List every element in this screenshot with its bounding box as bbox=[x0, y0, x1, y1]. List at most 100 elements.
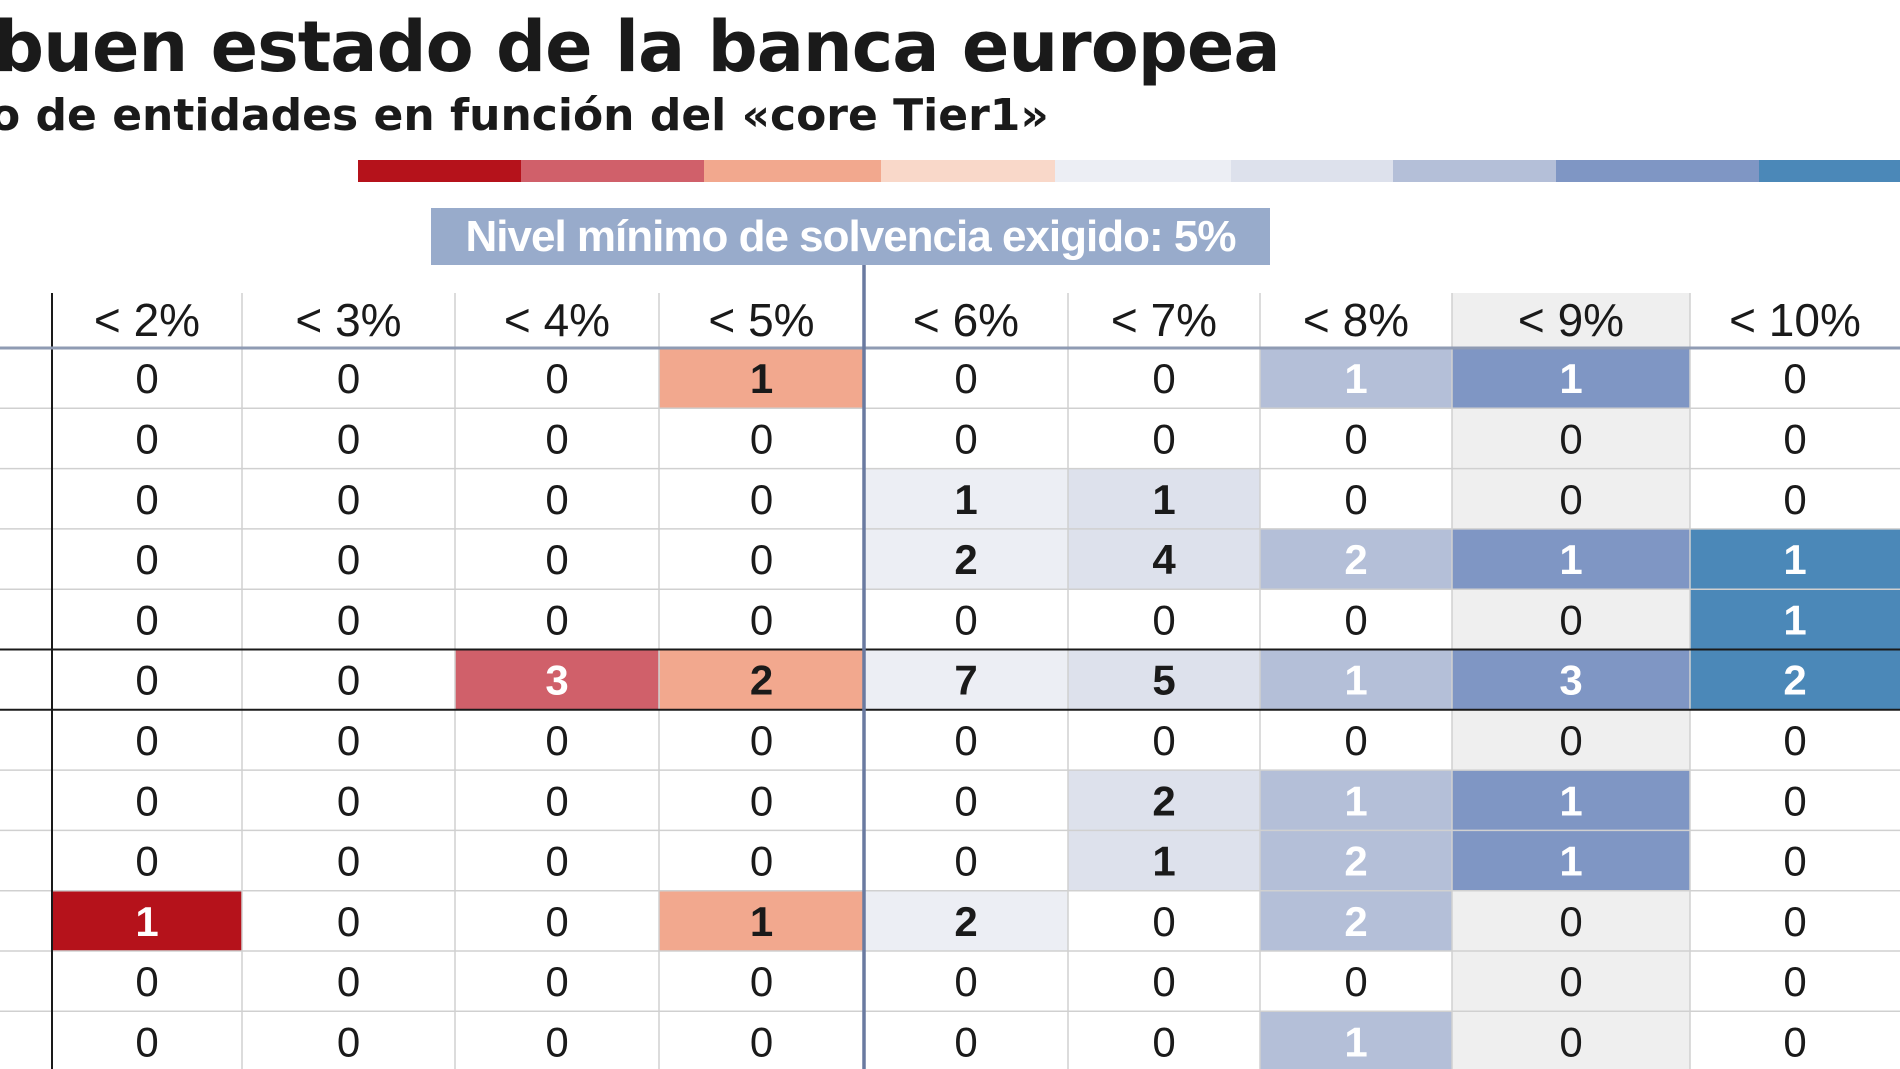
cell-value: 1 bbox=[1152, 476, 1175, 523]
cell-value: 0 bbox=[1152, 717, 1175, 764]
cell-value: 0 bbox=[545, 596, 568, 643]
cell-value: 0 bbox=[545, 777, 568, 824]
cell-value: 0 bbox=[954, 838, 977, 885]
scale-segment bbox=[1556, 160, 1759, 182]
heatmap-cell bbox=[1452, 770, 1690, 831]
cell-value: 0 bbox=[135, 838, 158, 885]
cell-value: 2 bbox=[954, 898, 977, 945]
heatmap-cell bbox=[1260, 770, 1452, 831]
cell-value: 0 bbox=[1783, 777, 1806, 824]
cell-value: 0 bbox=[135, 717, 158, 764]
cell-value: 0 bbox=[1152, 415, 1175, 462]
cell-value: 0 bbox=[545, 1018, 568, 1065]
cell-value: 0 bbox=[545, 838, 568, 885]
cell-value: 0 bbox=[135, 415, 158, 462]
cell-value: 0 bbox=[954, 958, 977, 1005]
cell-value: 0 bbox=[135, 355, 158, 402]
column-header: < 9% bbox=[1518, 294, 1624, 346]
cell-value: 0 bbox=[545, 717, 568, 764]
heatmap-cell bbox=[659, 348, 864, 409]
cell-value: 0 bbox=[1344, 596, 1367, 643]
cell-value: 7 bbox=[954, 657, 977, 704]
cell-value: 0 bbox=[337, 838, 360, 885]
heatmap-cell bbox=[1690, 649, 1900, 710]
heatmap-cell bbox=[1068, 528, 1260, 590]
scale-segment bbox=[1393, 160, 1556, 182]
heatmap-cell bbox=[1452, 528, 1690, 590]
cell-value: 0 bbox=[135, 596, 158, 643]
heatmap-cell bbox=[1260, 1011, 1452, 1069]
column-header: < 6% bbox=[913, 294, 1019, 346]
cell-value: 0 bbox=[545, 355, 568, 402]
cell-value: 4 bbox=[1152, 536, 1176, 583]
cell-value: 3 bbox=[1559, 657, 1582, 704]
heatmap-cell bbox=[864, 468, 1068, 529]
cell-value: 0 bbox=[337, 777, 360, 824]
cell-value: 0 bbox=[337, 536, 360, 583]
cell-value: 0 bbox=[135, 657, 158, 704]
heatmap-cell bbox=[1452, 830, 1690, 891]
cell-value: 2 bbox=[1344, 898, 1367, 945]
cell-value: 2 bbox=[750, 657, 773, 704]
scale-segment bbox=[1231, 160, 1393, 182]
heatmap-cell bbox=[864, 890, 1068, 951]
cell-value: 2 bbox=[1152, 777, 1175, 824]
cell-value: 0 bbox=[1783, 958, 1806, 1005]
scale-segment bbox=[704, 160, 881, 182]
scale-segment bbox=[1055, 160, 1231, 182]
cell-value: 0 bbox=[1559, 476, 1582, 523]
scale-segment bbox=[1759, 160, 1900, 182]
heatmap-cell bbox=[1260, 348, 1452, 409]
heatmap-cell bbox=[864, 649, 1068, 710]
cell-value: 1 bbox=[1344, 777, 1367, 824]
heatmap-cell bbox=[1260, 528, 1452, 590]
cell-value: 0 bbox=[1344, 476, 1367, 523]
cell-value: 0 bbox=[954, 415, 977, 462]
heatmap-cell bbox=[1068, 830, 1260, 891]
cell-value: 0 bbox=[135, 958, 158, 1005]
cell-value: 0 bbox=[750, 596, 773, 643]
cell-value: 0 bbox=[135, 476, 158, 523]
cell-value: 1 bbox=[1344, 355, 1367, 402]
cell-value: 0 bbox=[750, 717, 773, 764]
column-header: < 5% bbox=[708, 294, 814, 346]
threshold-note: Nivel mínimo de solvencia exigido: 5% bbox=[431, 208, 1270, 265]
cell-value: 0 bbox=[1152, 898, 1175, 945]
heatmap-cell bbox=[1452, 649, 1690, 710]
cell-value: 0 bbox=[337, 717, 360, 764]
cell-value: 0 bbox=[337, 657, 360, 704]
column-header: < 7% bbox=[1111, 294, 1217, 346]
cell-value: 1 bbox=[954, 476, 977, 523]
cell-value: 0 bbox=[1783, 898, 1806, 945]
cell-value: 0 bbox=[1344, 415, 1367, 462]
cell-value: 1 bbox=[1559, 536, 1582, 583]
color-scale-bar bbox=[358, 160, 1900, 182]
heatmap-cell bbox=[1452, 348, 1690, 409]
cell-value: 0 bbox=[1559, 415, 1582, 462]
cell-value: 0 bbox=[1344, 717, 1367, 764]
cell-value: 0 bbox=[1152, 1018, 1175, 1065]
column-header: < 10% bbox=[1729, 294, 1861, 346]
cell-value: 0 bbox=[337, 415, 360, 462]
cell-value: 0 bbox=[337, 355, 360, 402]
cell-value: 0 bbox=[1559, 1018, 1582, 1065]
cell-value: 2 bbox=[1344, 536, 1367, 583]
cell-value: 0 bbox=[545, 958, 568, 1005]
cell-value: 0 bbox=[1783, 476, 1806, 523]
cell-value: 0 bbox=[545, 898, 568, 945]
chart-title: buen estado de la banca europea bbox=[0, 6, 1281, 88]
cell-value: 0 bbox=[954, 717, 977, 764]
chart-subtitle: o de entidades en función del «core Tier… bbox=[0, 90, 1049, 141]
column-header: < 8% bbox=[1303, 294, 1409, 346]
cell-value: 0 bbox=[1559, 958, 1582, 1005]
cell-value: 0 bbox=[1559, 898, 1582, 945]
cell-value: 0 bbox=[135, 536, 158, 583]
cell-value: 0 bbox=[954, 777, 977, 824]
column-header: < 4% bbox=[504, 294, 610, 346]
heatmap-cell bbox=[1690, 528, 1900, 590]
cell-value: 0 bbox=[337, 898, 360, 945]
heatmap-cell bbox=[1260, 890, 1452, 951]
column-header: < 2% bbox=[94, 294, 200, 346]
cell-value: 1 bbox=[1783, 596, 1806, 643]
